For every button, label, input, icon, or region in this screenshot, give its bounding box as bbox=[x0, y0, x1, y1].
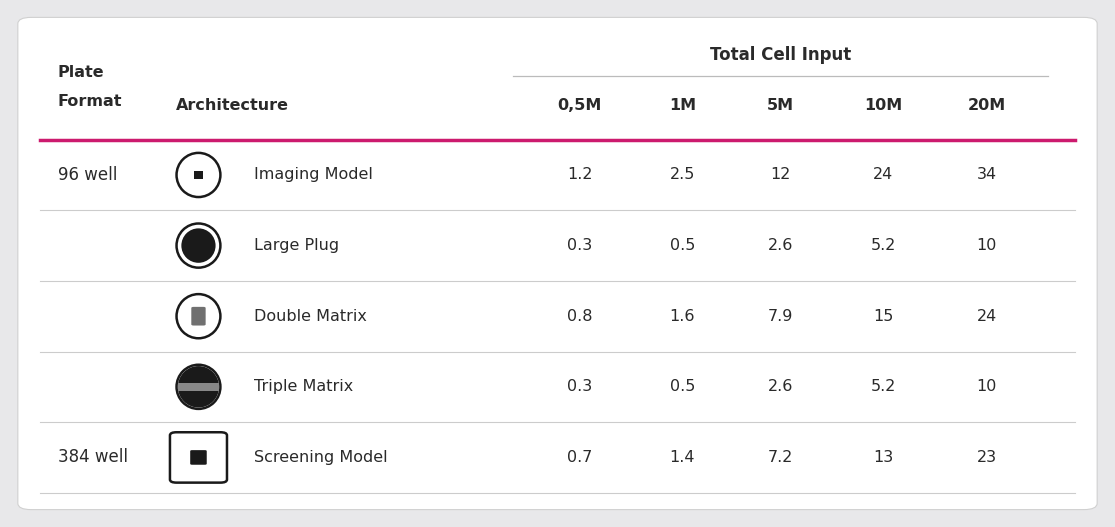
Text: Screening Model: Screening Model bbox=[254, 450, 388, 465]
FancyBboxPatch shape bbox=[18, 17, 1097, 510]
Text: 0.7: 0.7 bbox=[568, 450, 592, 465]
Text: Imaging Model: Imaging Model bbox=[254, 168, 374, 182]
Text: 5.2: 5.2 bbox=[871, 379, 895, 394]
Text: 34: 34 bbox=[977, 168, 997, 182]
Text: 10: 10 bbox=[977, 379, 997, 394]
Ellipse shape bbox=[178, 366, 219, 407]
Text: Total Cell Input: Total Cell Input bbox=[710, 46, 851, 64]
Text: 96 well: 96 well bbox=[58, 166, 117, 184]
Text: 1.2: 1.2 bbox=[568, 168, 592, 182]
Text: 0.5: 0.5 bbox=[670, 238, 695, 253]
Text: 0,5M: 0,5M bbox=[558, 98, 602, 113]
Text: 23: 23 bbox=[977, 450, 997, 465]
Text: 7.9: 7.9 bbox=[768, 309, 793, 324]
Text: 0.5: 0.5 bbox=[670, 379, 695, 394]
Text: 13: 13 bbox=[873, 450, 893, 465]
Text: 24: 24 bbox=[873, 168, 893, 182]
FancyBboxPatch shape bbox=[192, 307, 205, 326]
Text: 5M: 5M bbox=[767, 98, 794, 113]
Bar bbox=[177, 383, 220, 391]
Text: 1.6: 1.6 bbox=[670, 309, 695, 324]
FancyBboxPatch shape bbox=[191, 450, 206, 465]
Text: 5.2: 5.2 bbox=[871, 238, 895, 253]
Text: Format: Format bbox=[58, 94, 123, 109]
Text: 24: 24 bbox=[977, 309, 997, 324]
Text: 0.3: 0.3 bbox=[568, 379, 592, 394]
Text: 15: 15 bbox=[873, 309, 893, 324]
Text: 2.6: 2.6 bbox=[768, 379, 793, 394]
Text: 2.5: 2.5 bbox=[670, 168, 695, 182]
Text: Architecture: Architecture bbox=[176, 98, 289, 113]
Bar bbox=[194, 171, 203, 179]
Text: Double Matrix: Double Matrix bbox=[254, 309, 367, 324]
Text: Triple Matrix: Triple Matrix bbox=[254, 379, 353, 394]
Text: 1M: 1M bbox=[669, 98, 696, 113]
Text: 20M: 20M bbox=[968, 98, 1006, 113]
Ellipse shape bbox=[182, 228, 215, 263]
Text: 7.2: 7.2 bbox=[768, 450, 793, 465]
Text: 384 well: 384 well bbox=[58, 448, 128, 466]
Text: 0.3: 0.3 bbox=[568, 238, 592, 253]
Text: Plate: Plate bbox=[58, 65, 105, 80]
Text: 10M: 10M bbox=[864, 98, 902, 113]
Text: 12: 12 bbox=[770, 168, 791, 182]
Text: 2.6: 2.6 bbox=[768, 238, 793, 253]
Text: Large Plug: Large Plug bbox=[254, 238, 339, 253]
Text: 0.8: 0.8 bbox=[568, 309, 592, 324]
Text: 10: 10 bbox=[977, 238, 997, 253]
Text: 1.4: 1.4 bbox=[670, 450, 695, 465]
